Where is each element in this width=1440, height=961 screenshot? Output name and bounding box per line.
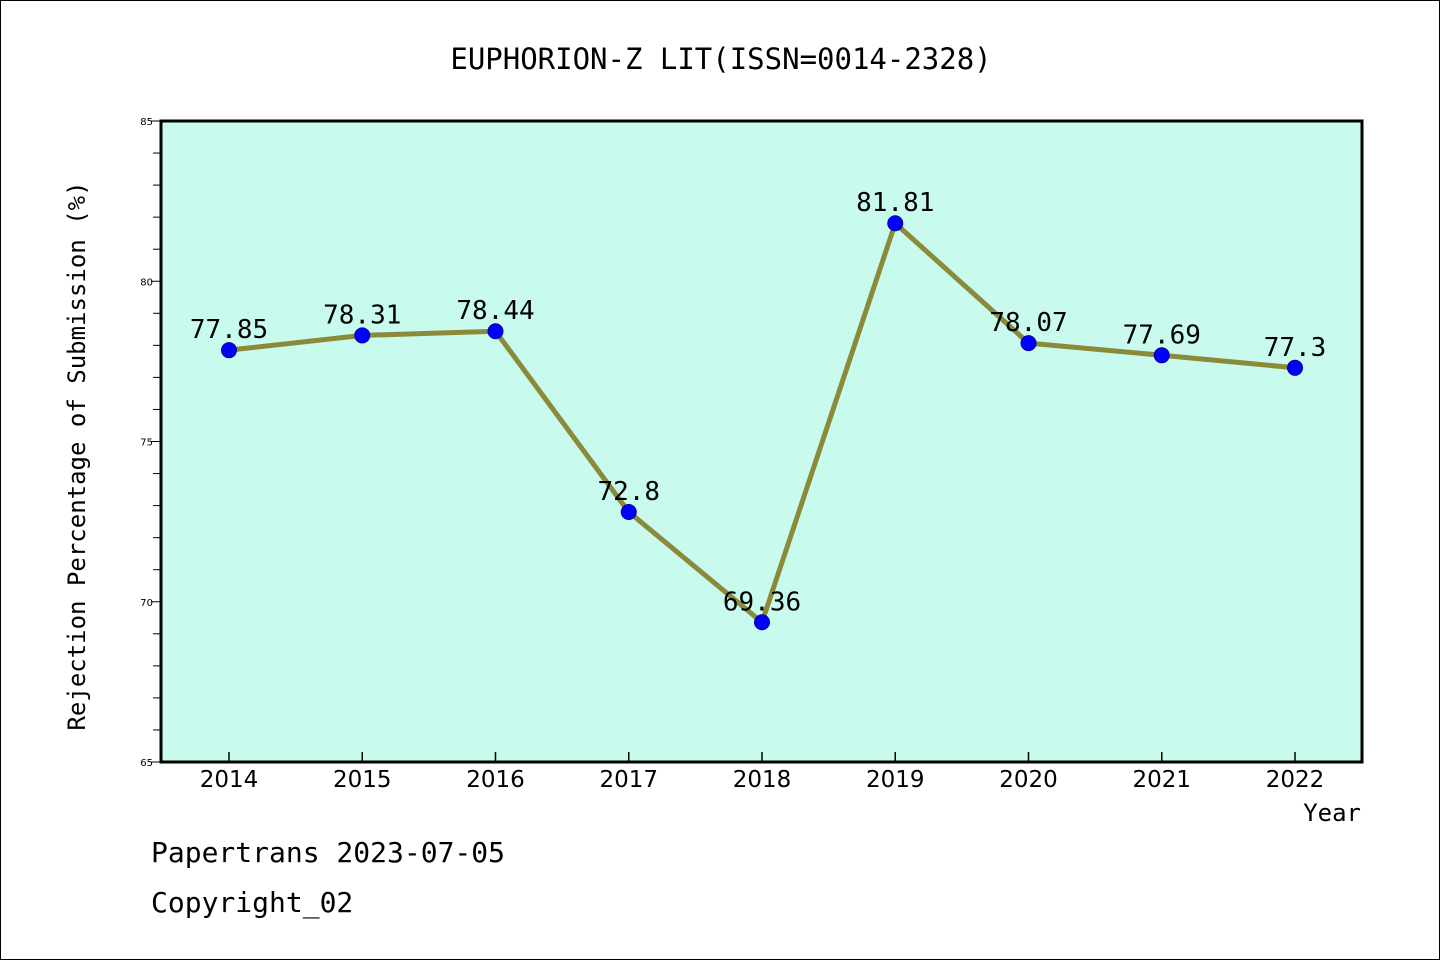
plot-area [159,119,1364,764]
series-markers [221,215,1303,631]
data-point-marker [1153,347,1170,364]
footer-date-text: Papertrans 2023-07-05 [151,836,506,869]
data-value-label: 77.69 [1123,320,1201,350]
data-point-marker [754,614,770,631]
footer-copyright-text: Copyright_02 [151,886,354,919]
chart-title: EUPHORION-Z LIT(ISSN=0014-2328) [450,42,991,76]
data-labels: 77.85 78.31 78.44 72.8 69.36 81.81 78.07 77.69 7… [190,188,1326,617]
y-axis: 65 70 75 80 85 [140,117,161,769]
y-tick-label: 65 [140,758,153,769]
y-axis-label: Rejection Percentage of Submission (%) [63,181,91,730]
data-point-marker [487,323,504,340]
x-tick-label: 2018 [733,767,792,793]
x-axis: 2014 2015 2016 2017 2018 2019 2020 2021 2022 [200,752,1325,793]
x-tick-label: 2015 [333,767,392,793]
data-value-label: 72.8 [597,477,660,507]
data-point-marker [354,327,371,344]
data-value-label: 78.31 [323,300,401,330]
y-tick-label: 80 [140,277,153,288]
x-tick-label: 2020 [999,767,1058,793]
data-point-marker [1287,359,1303,376]
x-tick-label: 2022 [1266,767,1325,793]
x-tick-label: 2016 [466,767,525,793]
data-value-label: 78.07 [989,308,1067,338]
x-tick-label: 2017 [599,767,658,793]
data-value-label: 69.36 [723,587,801,617]
data-point-marker [620,504,637,521]
y-tick-label: 75 [140,438,153,449]
x-axis-label: Year [1303,799,1361,827]
data-point-marker [1020,335,1037,352]
data-point-marker [221,342,237,359]
data-point-marker [887,215,904,232]
y-tick-label: 85 [140,117,153,128]
x-tick-label: 2019 [866,767,925,793]
x-tick-label: 2021 [1132,767,1191,793]
data-value-label: 81.81 [856,188,934,218]
data-value-label: 77.3 [1264,333,1327,363]
data-value-label: 78.44 [456,296,534,326]
y-tick-label: 70 [140,598,153,609]
data-value-label: 77.85 [190,315,268,345]
x-tick-label: 2014 [200,767,259,793]
